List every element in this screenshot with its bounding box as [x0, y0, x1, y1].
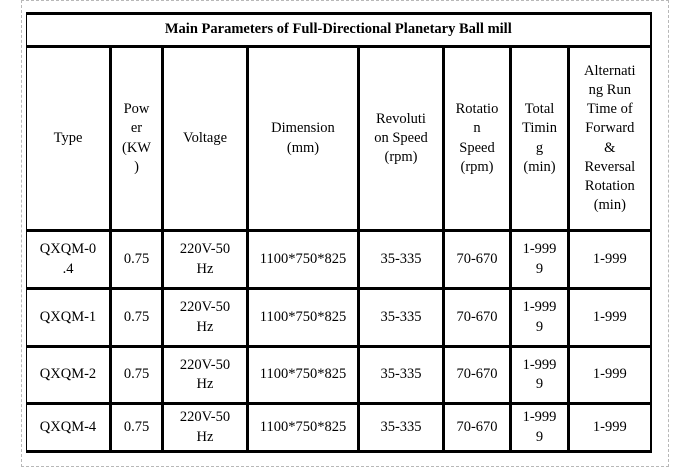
table-row: QXQM-1 0.75 220V-50 Hz 1100*750*825 35-3… — [26, 287, 652, 348]
cell-total-timing: 1-999 9 — [509, 402, 570, 453]
table-title: Main Parameters of Full-Directional Plan… — [25, 12, 652, 48]
cell-revolution-speed: 35-335 — [357, 345, 445, 405]
cell-revolution-speed: 35-335 — [357, 287, 445, 348]
table-row: QXQM-4 0.75 220V-50 Hz 1100*750*825 35-3… — [26, 402, 652, 453]
header-type: Type — [26, 45, 112, 232]
cell-alternating-run-time: 1-999 — [566, 402, 652, 453]
cell-power: 0.75 — [109, 345, 164, 405]
cell-dimension: 1100*750*825 — [246, 229, 360, 290]
cell-voltage: 220V-50 Hz — [161, 402, 249, 453]
parameters-table: Main Parameters of Full-Directional Plan… — [25, 12, 652, 453]
cell-alternating-run-time: 1-999 — [566, 287, 652, 348]
cell-power: 0.75 — [109, 229, 164, 290]
cell-revolution-speed: 35-335 — [357, 402, 445, 453]
header-voltage: Voltage — [161, 45, 249, 232]
cell-power: 0.75 — [109, 287, 164, 348]
cell-rotation-speed: 70-670 — [442, 287, 512, 348]
header-alternating-run-time: Alternati ng Run Time of Forward & Rever… — [566, 45, 652, 232]
cell-type: QXQM-4 — [26, 402, 112, 453]
cell-type: QXQM-2 — [26, 345, 112, 405]
table-row: QXQM-0 .4 0.75 220V-50 Hz 1100*750*825 3… — [26, 229, 652, 290]
table-row: QXQM-2 0.75 220V-50 Hz 1100*750*825 35-3… — [26, 345, 652, 405]
header-dimension: Dimension (mm) — [246, 45, 360, 232]
header-revolution-speed: Revoluti on Speed (rpm) — [357, 45, 445, 232]
table-header-row: Type Pow er (KW ) Voltage Dimension (mm)… — [26, 45, 652, 232]
cell-voltage: 220V-50 Hz — [161, 229, 249, 290]
cell-alternating-run-time: 1-999 — [566, 345, 652, 405]
cell-voltage: 220V-50 Hz — [161, 287, 249, 348]
cell-type: QXQM-0 .4 — [26, 229, 112, 290]
text-frame-boundary — [21, 0, 669, 467]
cell-total-timing: 1-999 9 — [509, 345, 570, 405]
cell-revolution-speed: 35-335 — [357, 229, 445, 290]
cell-dimension: 1100*750*825 — [246, 402, 360, 453]
header-rotation-speed: Rotatio n Speed (rpm) — [442, 45, 512, 232]
cell-power: 0.75 — [109, 402, 164, 453]
cell-rotation-speed: 70-670 — [442, 402, 512, 453]
cell-dimension: 1100*750*825 — [246, 287, 360, 348]
header-power: Pow er (KW ) — [109, 45, 164, 232]
cell-total-timing: 1-999 9 — [509, 229, 570, 290]
cell-rotation-speed: 70-670 — [442, 345, 512, 405]
cell-voltage: 220V-50 Hz — [161, 345, 249, 405]
cell-rotation-speed: 70-670 — [442, 229, 512, 290]
header-total-timing: Total Timin g (min) — [509, 45, 570, 232]
cell-type: QXQM-1 — [26, 287, 112, 348]
cell-dimension: 1100*750*825 — [246, 345, 360, 405]
cell-alternating-run-time: 1-999 — [566, 229, 652, 290]
cell-total-timing: 1-999 9 — [509, 287, 570, 348]
table-title-row: Main Parameters of Full-Directional Plan… — [25, 12, 652, 48]
